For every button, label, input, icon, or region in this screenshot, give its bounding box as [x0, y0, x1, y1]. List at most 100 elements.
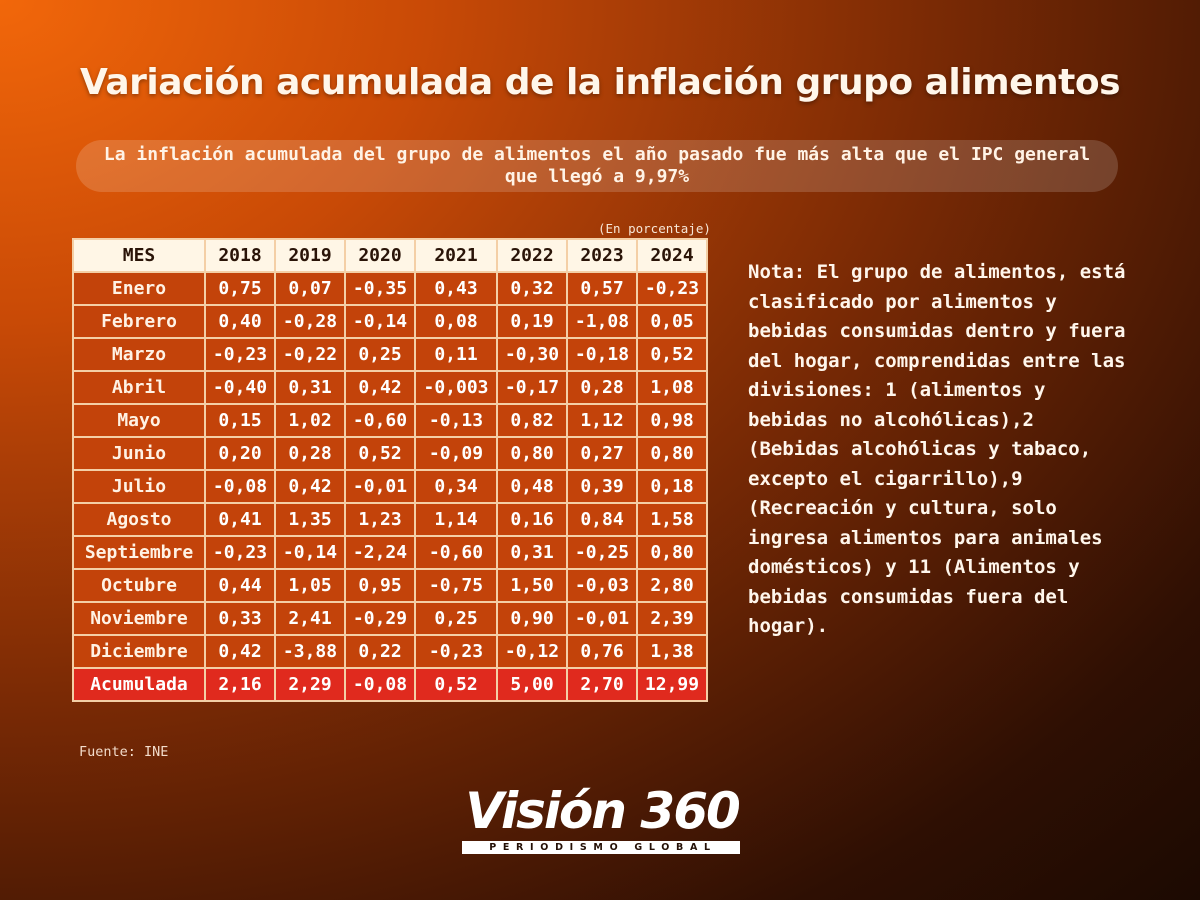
logo-wordmark: Visión 360 — [465, 782, 741, 840]
value-cell: -0,29 — [344, 601, 416, 636]
table-row: Agosto 0,41 1,35 1,23 1,14 0,16 0,84 1,58 — [72, 502, 708, 537]
value-cell: -0,09 — [414, 436, 498, 471]
value-cell: 0,31 — [274, 370, 346, 405]
value-cell: 0,25 — [344, 337, 416, 372]
methodology-note: Nota: El grupo de alimentos, está clasif… — [748, 261, 1126, 637]
value-cell: 0,19 — [496, 304, 568, 339]
value-cell: 0,20 — [204, 436, 276, 471]
month-label: Agosto — [72, 502, 206, 537]
vision360-logo: Visión 360 PERIODISMO GLOBAL — [462, 782, 742, 858]
month-label: Septiembre — [72, 535, 206, 570]
value-cell: 0,80 — [636, 436, 708, 471]
value-cell: 0,27 — [566, 436, 638, 471]
month-label: Octubre — [72, 568, 206, 603]
value-cell: 0,76 — [566, 634, 638, 669]
value-cell: -0,23 — [204, 535, 276, 570]
value-cell: 0,40 — [204, 304, 276, 339]
value-cell: -0,40 — [204, 370, 276, 405]
value-cell: -0,23 — [204, 337, 276, 372]
month-label: Febrero — [72, 304, 206, 339]
value-cell: -0,01 — [344, 469, 416, 504]
table-row: Marzo -0,23 -0,22 0,25 0,11 -0,30 -0,18 0,52 — [72, 337, 708, 372]
value-cell: -0,12 — [496, 634, 568, 669]
total-value-cell: 12,99 — [636, 667, 708, 702]
header-cell-year: 2019 — [274, 238, 346, 273]
value-cell: -0,23 — [636, 271, 708, 306]
value-cell: -0,08 — [204, 469, 276, 504]
month-label: Julio — [72, 469, 206, 504]
value-cell: -0,35 — [344, 271, 416, 306]
value-cell: -0,22 — [274, 337, 346, 372]
value-cell: 0,18 — [636, 469, 708, 504]
value-cell: 1,05 — [274, 568, 346, 603]
value-cell: 0,16 — [496, 502, 568, 537]
value-cell: 1,02 — [274, 403, 346, 438]
table-row: Octubre 0,44 1,05 0,95 -0,75 1,50 -0,03 2,80 — [72, 568, 708, 603]
value-cell: 0,43 — [414, 271, 498, 306]
value-cell: 0,80 — [636, 535, 708, 570]
value-cell: 1,12 — [566, 403, 638, 438]
value-cell: 1,08 — [636, 370, 708, 405]
value-cell: 0,52 — [636, 337, 708, 372]
header-cell-year: 2023 — [566, 238, 638, 273]
month-label: Diciembre — [72, 634, 206, 669]
value-cell: 0,39 — [566, 469, 638, 504]
header-cell-year: 2021 — [414, 238, 498, 273]
table-row: Diciembre 0,42 -3,88 0,22 -0,23 -0,12 0,76 1,38 — [72, 634, 708, 669]
value-cell: 0,75 — [204, 271, 276, 306]
value-cell: -0,28 — [274, 304, 346, 339]
source-label: Fuente: INE — [79, 744, 169, 760]
value-cell: 2,80 — [636, 568, 708, 603]
value-cell: 0,98 — [636, 403, 708, 438]
value-cell: 0,33 — [204, 601, 276, 636]
value-cell: 0,22 — [344, 634, 416, 669]
month-label: Mayo — [72, 403, 206, 438]
value-cell: 0,84 — [566, 502, 638, 537]
value-cell: 0,42 — [204, 634, 276, 669]
total-row: Acumulada 2,16 2,29 -0,08 0,52 5,00 2,70 12,99 — [72, 667, 708, 702]
table-header-row: MES 2018 2019 2020 2021 2022 2023 2024 — [72, 238, 708, 273]
value-cell: 2,39 — [636, 601, 708, 636]
value-cell: 0,08 — [414, 304, 498, 339]
value-cell: 0,80 — [496, 436, 568, 471]
value-cell: -0,23 — [414, 634, 498, 669]
value-cell: -0,13 — [414, 403, 498, 438]
table-row: Abril -0,40 0,31 0,42 -0,003 -0,17 0,28 1,08 — [72, 370, 708, 405]
value-cell: 0,07 — [274, 271, 346, 306]
value-cell: 0,57 — [566, 271, 638, 306]
value-cell: -0,01 — [566, 601, 638, 636]
table-row: Septiembre -0,23 -0,14 -2,24 -0,60 0,31 -0,25 0… — [72, 535, 708, 570]
total-value-cell: 0,52 — [414, 667, 498, 702]
value-cell: -0,75 — [414, 568, 498, 603]
value-cell: 1,58 — [636, 502, 708, 537]
value-cell: 0,42 — [274, 469, 346, 504]
value-cell: -0,03 — [566, 568, 638, 603]
value-cell: 0,90 — [496, 601, 568, 636]
total-value-cell: 2,70 — [566, 667, 638, 702]
value-cell: 1,35 — [274, 502, 346, 537]
month-label: Abril — [72, 370, 206, 405]
value-cell: 0,25 — [414, 601, 498, 636]
value-cell: 0,52 — [344, 436, 416, 471]
value-cell: 0,11 — [414, 337, 498, 372]
value-cell: 1,38 — [636, 634, 708, 669]
subtitle-text: La inflación acumulada del grupo de alim… — [103, 144, 1091, 187]
table-body: Enero 0,75 0,07 -0,35 0,43 0,32 0,57 -0,23 Febre… — [72, 271, 708, 702]
value-cell: -0,003 — [414, 370, 498, 405]
value-cell: 0,05 — [636, 304, 708, 339]
month-label: Enero — [72, 271, 206, 306]
value-cell: 0,15 — [204, 403, 276, 438]
month-label: Noviembre — [72, 601, 206, 636]
value-cell: 0,32 — [496, 271, 568, 306]
value-cell: 1,23 — [344, 502, 416, 537]
logo-tagline: PERIODISMO GLOBAL — [462, 841, 740, 854]
table-row: Noviembre 0,33 2,41 -0,29 0,25 0,90 -0,01 2,39 — [72, 601, 708, 636]
total-value-cell: 2,16 — [204, 667, 276, 702]
value-cell: 0,41 — [204, 502, 276, 537]
value-cell: -2,24 — [344, 535, 416, 570]
value-cell: -0,18 — [566, 337, 638, 372]
value-cell: 1,14 — [414, 502, 498, 537]
header-cell-mes: MES — [72, 238, 206, 273]
value-cell: -0,60 — [414, 535, 498, 570]
value-cell: -0,60 — [344, 403, 416, 438]
